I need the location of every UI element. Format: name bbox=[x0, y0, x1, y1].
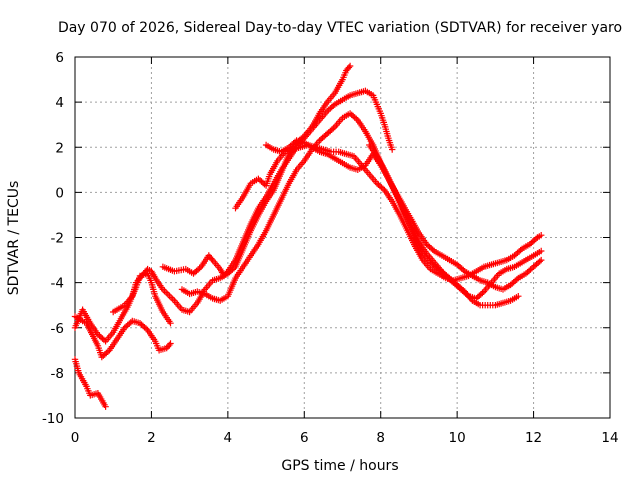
data-point bbox=[167, 340, 174, 347]
y-tick-label: -10 bbox=[42, 411, 64, 427]
series-track-3 bbox=[71, 356, 109, 410]
y-tick-labels: -10 -8 -6 -4 -2 0 2 4 6 bbox=[42, 50, 64, 427]
data-point bbox=[389, 146, 396, 153]
data-point bbox=[373, 180, 381, 187]
data-point bbox=[429, 246, 436, 253]
data-point bbox=[513, 276, 520, 283]
data-point bbox=[328, 126, 335, 133]
y-tick-label: -2 bbox=[51, 231, 64, 247]
data-point bbox=[142, 325, 150, 332]
x-tick-label: 12 bbox=[525, 430, 542, 446]
data-point bbox=[379, 185, 387, 192]
data-point bbox=[167, 320, 174, 327]
y-tick-label: -4 bbox=[51, 276, 64, 292]
axes bbox=[74, 56, 611, 419]
data-point bbox=[196, 265, 203, 272]
data-point bbox=[538, 232, 545, 239]
data-point bbox=[459, 287, 466, 294]
data-point bbox=[536, 258, 543, 265]
data-point bbox=[345, 64, 353, 71]
data-point bbox=[463, 291, 471, 298]
series-track-2 bbox=[71, 313, 174, 361]
y-tick-label: 0 bbox=[55, 185, 64, 201]
data-series bbox=[71, 62, 545, 410]
data-point bbox=[258, 178, 265, 185]
data-point bbox=[291, 138, 299, 145]
x-tick-labels: 0 2 4 6 8 10 12 14 bbox=[71, 430, 619, 446]
data-point bbox=[223, 269, 230, 276]
x-tick-label: 14 bbox=[601, 430, 618, 446]
x-tick-label: 10 bbox=[449, 430, 466, 446]
data-point bbox=[102, 403, 109, 410]
data-point bbox=[121, 324, 128, 331]
y-axis-label: SDTVAR / TECUs bbox=[6, 181, 22, 296]
series-track-9 bbox=[366, 141, 545, 302]
data-point bbox=[104, 348, 112, 355]
data-point bbox=[538, 247, 545, 255]
data-point bbox=[139, 322, 147, 330]
x-tick-label: 2 bbox=[147, 430, 156, 446]
x-axis-label: GPS time / hours bbox=[281, 458, 398, 474]
data-point bbox=[166, 341, 173, 349]
x-tick-label: 4 bbox=[224, 430, 233, 446]
grid-lines bbox=[75, 57, 610, 418]
x-tick-label: 6 bbox=[300, 430, 309, 446]
y-tick-label: 4 bbox=[55, 95, 64, 111]
data-point bbox=[460, 266, 467, 274]
y-tick-label: -6 bbox=[51, 321, 64, 337]
data-point bbox=[208, 255, 215, 262]
chart-title: Day 070 of 2026, Sidereal Day-to-day VTE… bbox=[58, 20, 622, 36]
y-tick-label: -8 bbox=[51, 366, 64, 382]
data-point bbox=[479, 289, 486, 297]
data-point bbox=[538, 256, 545, 264]
data-point bbox=[353, 115, 360, 122]
data-point bbox=[515, 293, 522, 300]
y-tick-label: 2 bbox=[55, 140, 64, 156]
series-track-5 bbox=[159, 87, 396, 280]
x-tick-label: 0 bbox=[71, 430, 80, 446]
y-tick-label: 6 bbox=[55, 50, 64, 66]
data-point bbox=[324, 108, 331, 115]
data-point bbox=[517, 246, 524, 254]
data-point bbox=[285, 144, 293, 151]
data-point bbox=[346, 62, 354, 70]
data-point bbox=[532, 235, 540, 243]
x-tick-label: 8 bbox=[376, 430, 385, 446]
